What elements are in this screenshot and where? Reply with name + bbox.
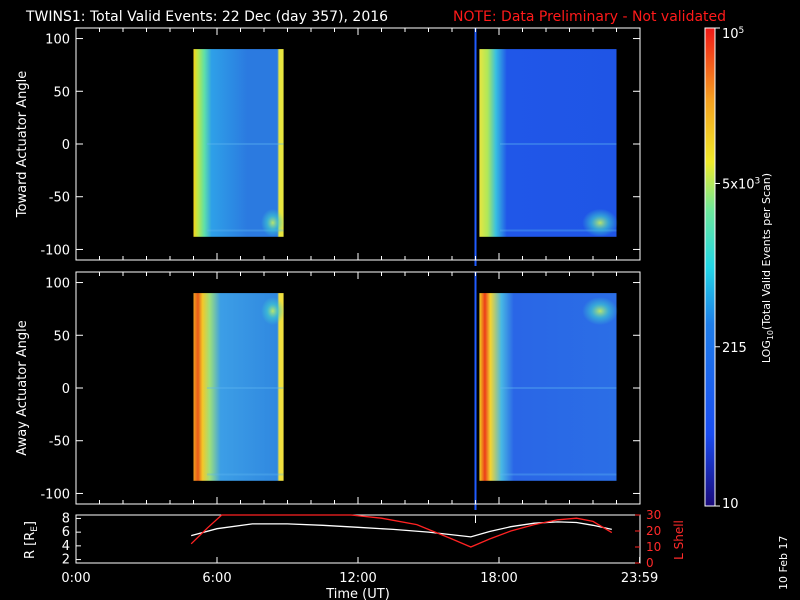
r-tick-label: 8	[62, 511, 70, 526]
data-stripe	[207, 229, 284, 232]
data-stripe	[499, 387, 617, 389]
time-tick-label: 0:00	[61, 571, 90, 586]
y-tick-label: -50	[49, 435, 70, 450]
data-hotspot	[261, 208, 285, 237]
colorbar: 105 5x103 215 10 LOG10(Total Valid Events p…	[704, 26, 775, 512]
data-hotspot	[582, 208, 618, 237]
data-stripe	[499, 229, 617, 232]
data-block	[479, 293, 617, 481]
colorbar-tick-label: 10	[722, 497, 739, 512]
toward-panel: 100 50 0 -50 -100 Toward Actuator Angle	[15, 27, 641, 266]
r-tick-label: 4	[62, 539, 70, 554]
colorbar-tick-label: 5x103	[722, 176, 760, 192]
colorbar-scale	[704, 27, 716, 507]
y-tick-label: 50	[53, 329, 70, 344]
data-block	[479, 49, 617, 237]
toward-axis-label: Toward Actuator Angle	[15, 71, 30, 218]
away-axis-label: Away Actuator Angle	[15, 320, 30, 455]
away-panel: 100 50 0 -50 -100 Away Actuator Angle	[15, 271, 641, 510]
lshell-series-line	[190, 514, 613, 548]
data-stripe	[499, 143, 617, 145]
lshell-tick-label: 20	[646, 524, 661, 538]
y-tick-label: 50	[53, 85, 70, 100]
time-axis-label: Time (UT)	[325, 587, 390, 600]
r-axis-label: R [RE]	[23, 521, 40, 559]
data-stripe	[207, 143, 284, 145]
data-block	[193, 49, 284, 237]
preliminary-note: NOTE: Data Preliminary - Not validated	[453, 9, 726, 25]
data-stripe	[207, 387, 284, 389]
y-tick-label: 100	[45, 33, 70, 48]
y-tick-label: 100	[45, 277, 70, 292]
data-stripe	[207, 473, 284, 476]
r-tick-label: 6	[62, 525, 70, 540]
lshell-tick-label: 10	[646, 540, 661, 554]
y-tick-label: -100	[40, 487, 70, 502]
y-tick-label: -100	[40, 243, 70, 258]
r-tick-label: 2	[62, 553, 70, 568]
y-tick-label: -50	[49, 191, 70, 206]
time-tick-label: 6:00	[202, 571, 231, 586]
r-series-line	[191, 521, 612, 538]
data-stripe	[499, 473, 617, 476]
time-tick-label: 18:00	[480, 571, 517, 586]
lshell-tick-label: 0	[646, 556, 654, 570]
y-tick-label: 0	[62, 382, 70, 397]
data-block	[193, 293, 284, 481]
y-tick-label: 0	[62, 138, 70, 153]
chart-title: TWINS1: Total Valid Events: 22 Dec (day …	[25, 9, 388, 25]
lshell-tick-label: 30	[646, 508, 661, 522]
date-stamp: 10 Feb 17	[777, 536, 790, 590]
time-tick-label: 12:00	[339, 571, 376, 586]
colorbar-label: LOG10(Total Valid Events per Scan)	[760, 173, 775, 363]
colorbar-tick-label: 215	[722, 341, 747, 356]
data-hotspot	[582, 297, 618, 326]
lshell-axis-label: L Shell	[672, 520, 686, 560]
time-tick-label: 23:59	[621, 571, 658, 586]
colorbar-tick-label: 105	[722, 26, 744, 42]
data-hotspot	[261, 297, 285, 326]
